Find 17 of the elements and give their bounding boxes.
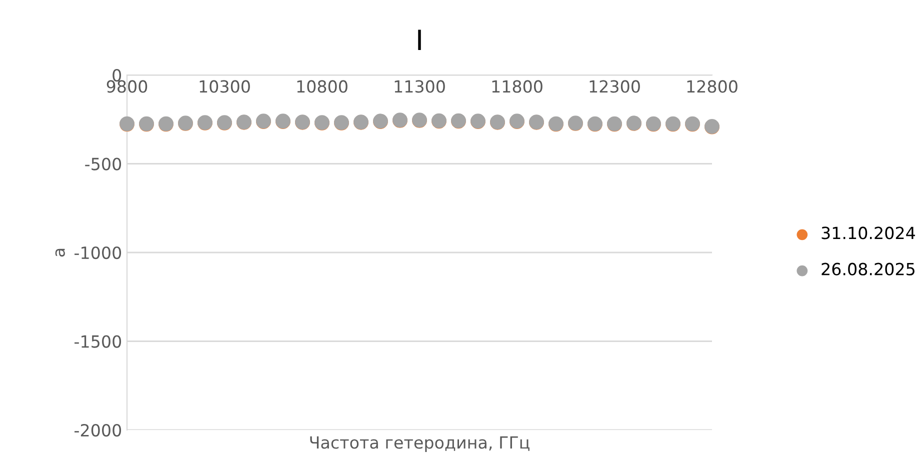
x-tick-label: 9800 — [106, 80, 148, 93]
legend-label: 31.10.2024 — [822, 226, 915, 240]
x-tick-label: 12800 — [687, 80, 738, 93]
y-tick-label: -2000 — [74, 424, 122, 437]
x-axis-title: Частота гетеродина, ГГц — [310, 436, 530, 452]
x-tick-label: 11800 — [492, 80, 542, 93]
x-tick-label: 10800 — [297, 80, 348, 93]
x-tick-label: 10300 — [200, 80, 250, 93]
y-tick-label: -1500 — [74, 335, 122, 348]
chart-title: I — [418, 30, 421, 50]
x-tick-label: 12300 — [590, 80, 640, 93]
x-tick-label: 11300 — [394, 80, 445, 93]
y-tick-label: -500 — [85, 158, 122, 170]
y-tick-label: 0 — [112, 68, 122, 82]
legend-label: 26.08.2025 — [822, 262, 914, 276]
y-axis-title: a — [55, 248, 65, 257]
y-tick-label: -1000 — [74, 246, 122, 260]
